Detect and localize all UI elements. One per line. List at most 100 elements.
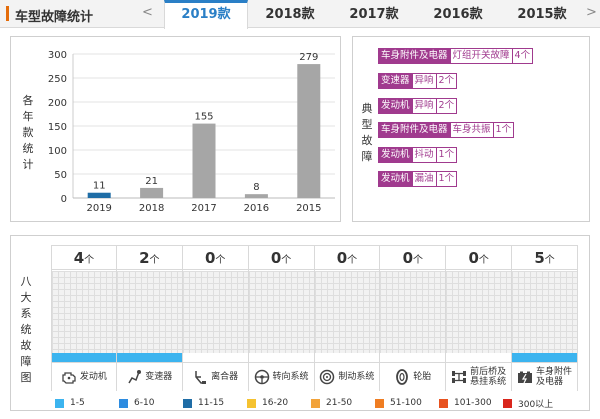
legend-label: 11-15 xyxy=(198,398,225,408)
severity-legend: 1-5 6-10 11-15 16-20 21-50 51-100 101-300 300以上 xyxy=(55,397,567,410)
system-name: 轮胎 xyxy=(413,372,432,382)
prev-arrow-button[interactable]: < xyxy=(142,5,153,20)
system-count: 0个 xyxy=(314,246,380,270)
system-count: 0个 xyxy=(248,246,314,270)
bar-value-label: 21 xyxy=(145,176,158,187)
y-tick-label: 50 xyxy=(54,170,67,181)
system-name-cell: 发动机 xyxy=(52,362,116,391)
legend-swatch xyxy=(183,398,192,408)
system-column[interactable]: 0个 轮胎 xyxy=(380,246,447,391)
vertical-label-char: 故 xyxy=(20,339,32,352)
system-column[interactable]: 0个转向系统 xyxy=(248,246,315,391)
tab-2015[interactable]: 2015款 xyxy=(517,7,567,22)
title-accent-bar xyxy=(6,6,9,21)
system-column[interactable]: 2个 变速器 xyxy=(116,246,183,391)
header-bar: 车型故障统计 < 2019款 2018款 2017款 2016款 2015款 > xyxy=(0,0,600,29)
bar xyxy=(140,187,164,198)
vertical-label-char: 系 xyxy=(20,307,32,320)
vertical-label-char: 型 xyxy=(361,118,373,131)
y-tick-label: 250 xyxy=(48,74,67,85)
system-count-unit: 个 xyxy=(281,255,292,266)
y-tick-label: 300 xyxy=(48,50,67,61)
system-name: 转向系统 xyxy=(272,372,309,382)
system-name: 制动系统 xyxy=(338,372,375,382)
system-grid-area xyxy=(380,271,446,353)
bar-value-label: 155 xyxy=(194,112,213,123)
tab-2017[interactable]: 2017款 xyxy=(349,7,399,22)
tab-2019[interactable]: 2019款 xyxy=(164,0,248,29)
typical-faults-label: 典型故障 xyxy=(360,101,374,165)
legend-label: 21-50 xyxy=(326,398,353,408)
system-count-unit: 个 xyxy=(84,255,95,266)
fault-issue-tag: 异响 xyxy=(412,98,437,114)
system-count-value: 0 xyxy=(402,249,414,267)
fault-issue-tag: 漏油 xyxy=(412,171,437,187)
legend-item: 51-100 xyxy=(375,397,439,409)
fault-category-tag: 车身附件及电器 xyxy=(378,122,451,138)
system-level-bar xyxy=(52,353,116,362)
vertical-label-char: 八 xyxy=(20,275,32,288)
fault-count-tag: 1个 xyxy=(436,171,458,187)
fault-count-tag: 1个 xyxy=(493,122,515,138)
fault-row[interactable]: 发动机 漏油 1个 xyxy=(378,171,458,187)
tab-2018[interactable]: 2018款 xyxy=(265,7,315,22)
system-level-bar xyxy=(249,353,314,362)
tab-2016[interactable]: 2016款 xyxy=(433,7,483,22)
system-name-line: 前后桥及 xyxy=(470,367,507,377)
system-count-value: 0 xyxy=(468,249,479,267)
legend-label: 16-20 xyxy=(262,398,289,408)
legend-item: 11-15 xyxy=(183,397,247,409)
legend-label: 51-100 xyxy=(390,398,422,408)
system-column[interactable]: 0个 前后桥及 悬挂系统 xyxy=(446,246,513,391)
system-count: 2个 xyxy=(116,246,182,270)
fault-row[interactable]: 车身附件及电器 灯组开关故障 4个 xyxy=(378,48,534,64)
system-column[interactable]: 0个 离合器 xyxy=(182,246,249,391)
system-name-cell: 制动系统 xyxy=(314,362,380,391)
system-count-unit: 个 xyxy=(347,255,358,266)
y-tick-label: 150 xyxy=(48,122,67,133)
fault-row[interactable]: 变速器 异响 2个 xyxy=(378,73,458,89)
legend-swatch xyxy=(503,398,512,408)
fault-category-tag: 发动机 xyxy=(378,171,413,187)
system-grid-area xyxy=(512,271,577,353)
fault-issue-tag: 抖动 xyxy=(412,147,437,163)
yearly-chart-panel: 各年款统计 0 50 100 150 200 250 300 11 2019 21 2018 155 2… xyxy=(10,36,341,222)
vertical-label-char: 典 xyxy=(361,102,373,115)
fault-row[interactable]: 车身附件及电器 车身共振 1个 xyxy=(378,122,515,138)
tire-icon xyxy=(394,369,410,385)
vertical-label-char: 障 xyxy=(361,150,373,163)
system-count-value: 0 xyxy=(336,249,348,267)
vertical-label-char: 图 xyxy=(20,371,32,384)
bar-value-label: 11 xyxy=(93,181,106,192)
eight-systems-label: 八大系统故障图 xyxy=(19,274,33,386)
system-grid-area xyxy=(52,271,116,353)
system-level-bar xyxy=(446,353,511,362)
system-name: 发动机 xyxy=(79,372,107,382)
bar xyxy=(297,64,321,198)
next-arrow-button[interactable]: > xyxy=(586,5,597,20)
system-column[interactable]: 4个 发动机 xyxy=(51,246,117,391)
fault-row[interactable]: 发动机 异响 2个 xyxy=(378,98,458,114)
fault-issue-tag: 异响 xyxy=(412,73,437,89)
y-tick-label: 100 xyxy=(48,146,67,157)
year-tabs: 2019款 2018款 2017款 2016款 2015款 xyxy=(164,0,584,29)
fault-count-tag: 2个 xyxy=(436,73,458,89)
x-tick-label: 2019 xyxy=(86,203,111,214)
eight-systems-panel: 八大系统故障图 4个 发动机 2个 变速器 0个 离合器 0个 转向系统 0个 制动系统 0个 轮胎 0… xyxy=(10,235,590,411)
system-count-unit: 个 xyxy=(215,255,226,266)
system-name-cell: 轮胎 xyxy=(380,362,446,391)
fault-category-tag: 发动机 xyxy=(378,98,413,114)
steering-wheel-icon xyxy=(254,369,270,385)
y-tick-label: 200 xyxy=(48,98,67,109)
system-column[interactable]: 5个 车身附件 及电器 xyxy=(512,246,578,391)
system-level-bar xyxy=(116,353,182,362)
x-tick-label: 2016 xyxy=(244,203,269,214)
gear-shift-icon xyxy=(126,369,142,385)
system-grid-area xyxy=(116,271,182,353)
fault-row[interactable]: 发动机 抖动 1个 xyxy=(378,147,458,163)
system-count-value: 2 xyxy=(139,249,150,267)
fault-count-tag: 1个 xyxy=(436,147,458,163)
bar-value-label: 279 xyxy=(299,52,318,63)
yearly-bar-chart: 0 50 100 150 200 250 300 11 2019 21 2018 155 2017 8 20… xyxy=(48,50,335,214)
system-column[interactable]: 0个制动系统 xyxy=(314,246,381,391)
